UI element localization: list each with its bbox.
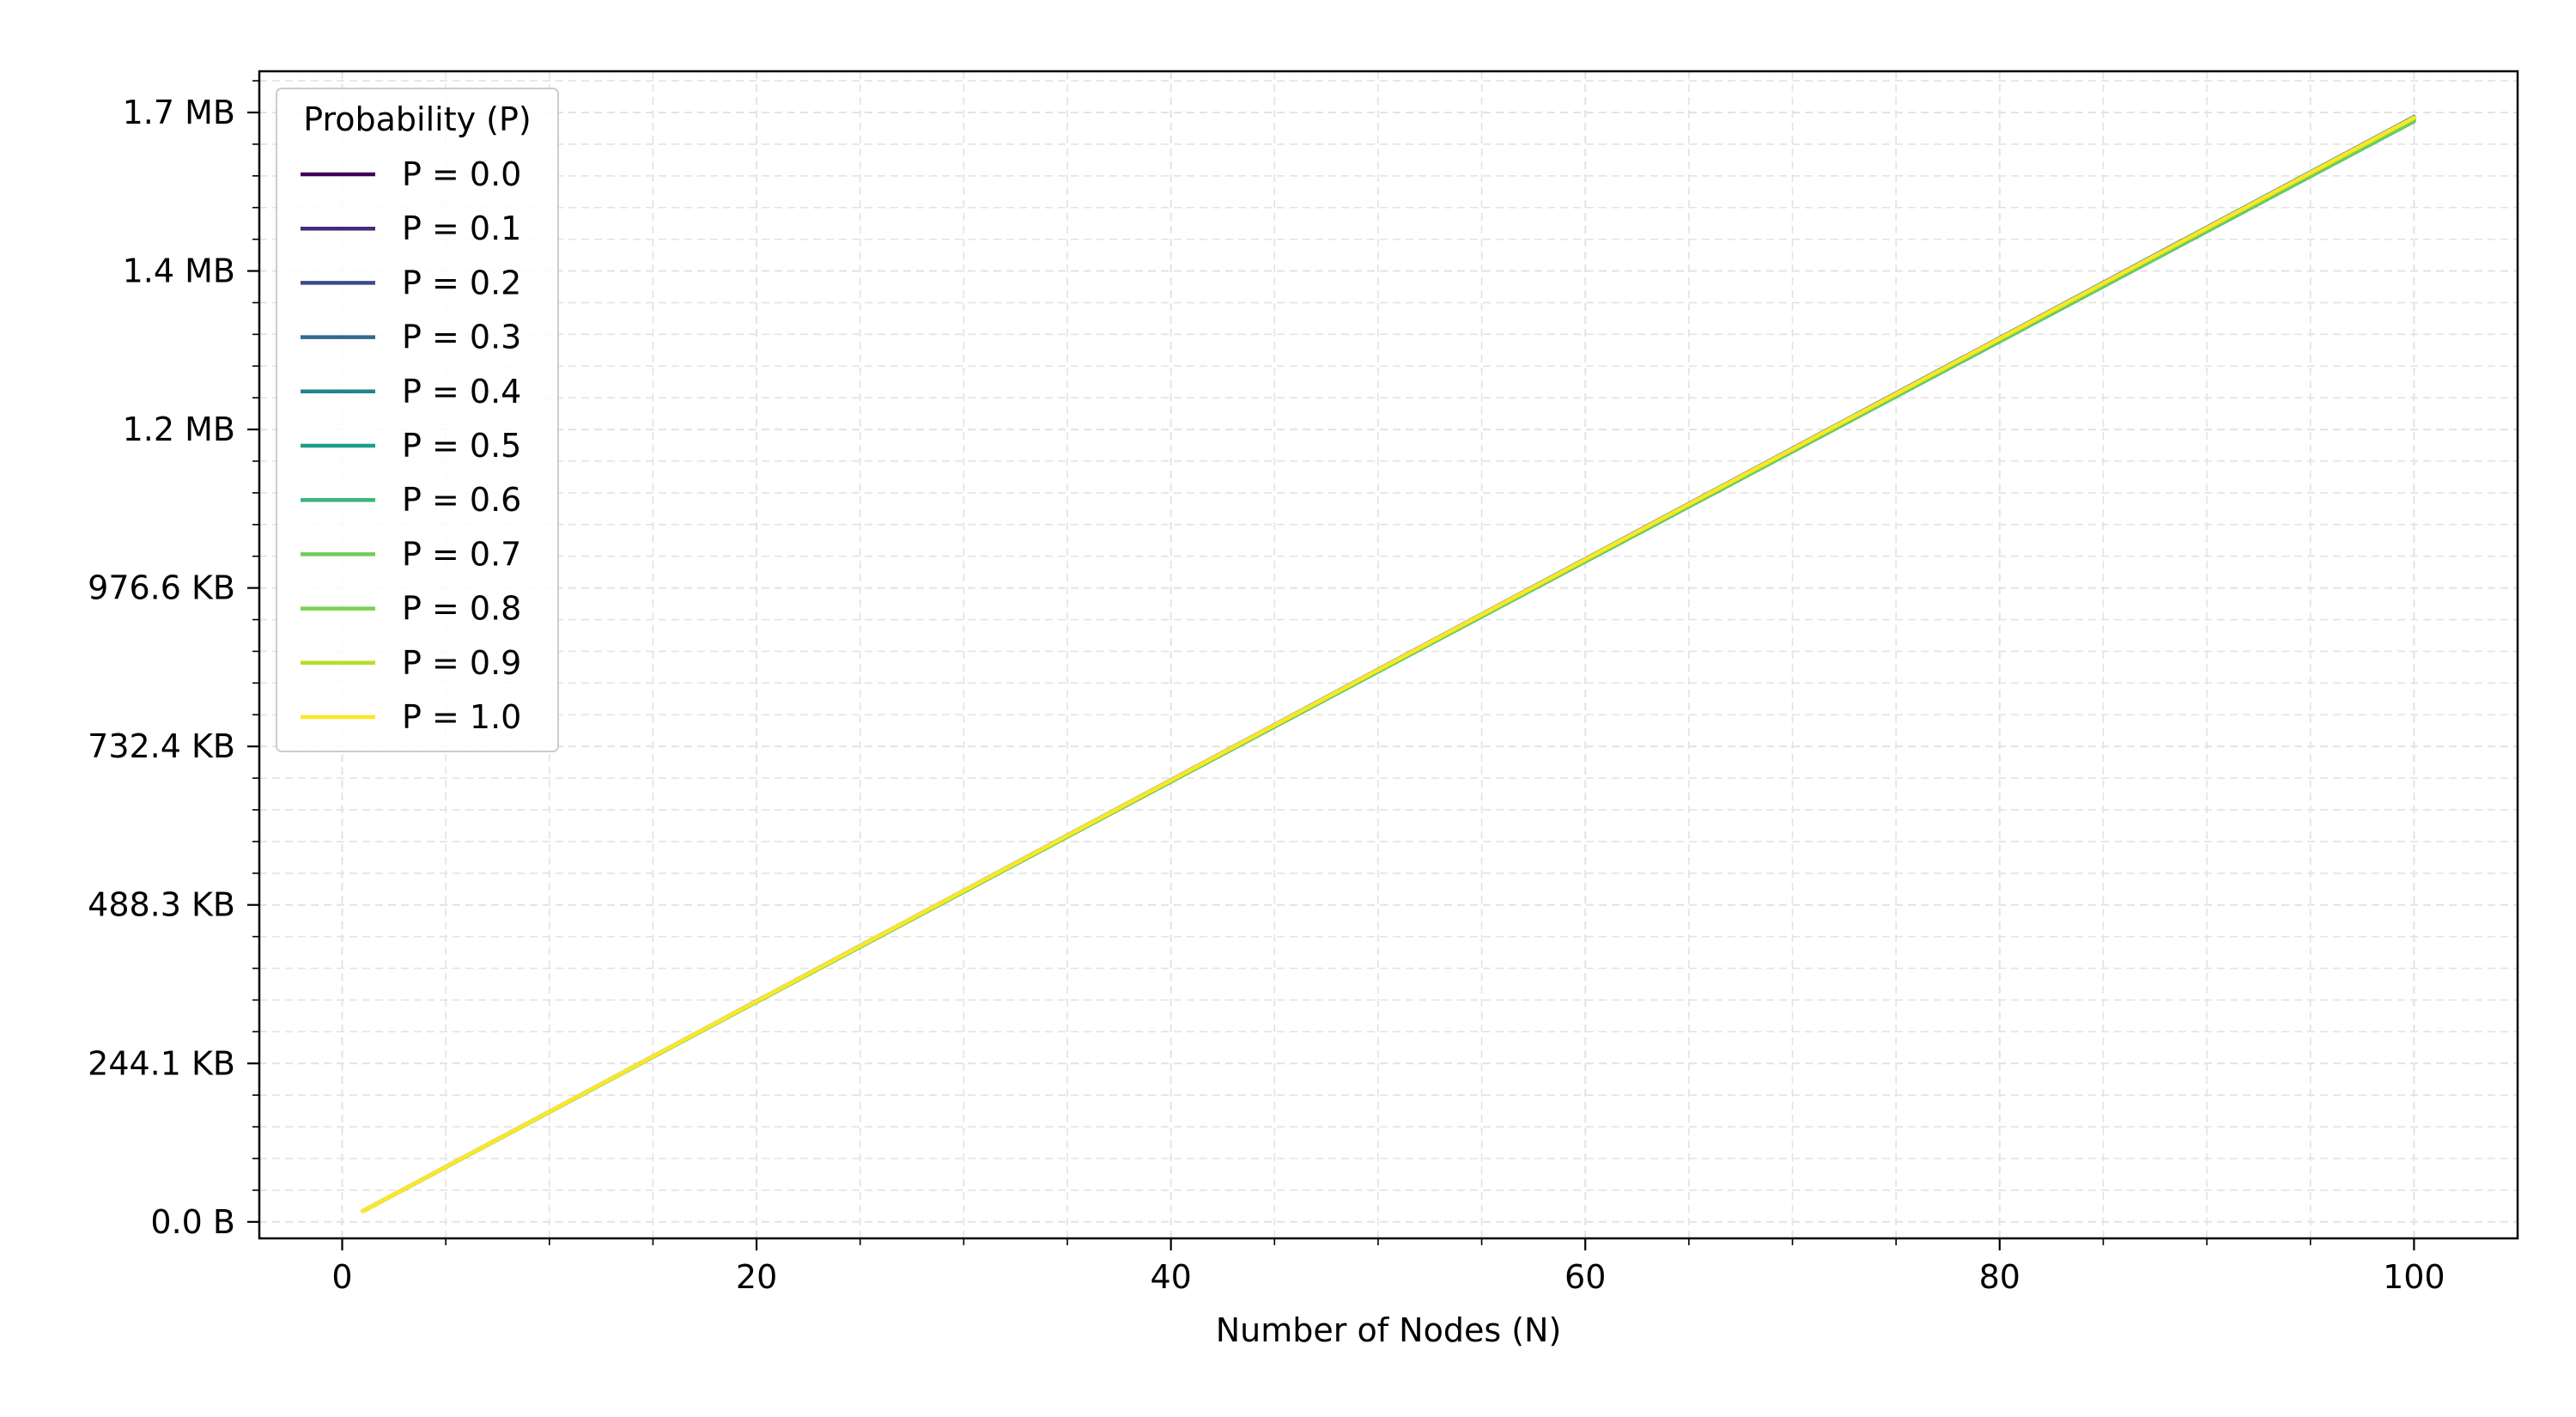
legend-label: P = 0.8 xyxy=(402,590,521,628)
x-tick-label: 20 xyxy=(736,1258,777,1296)
x-tick-label: 100 xyxy=(2383,1258,2445,1296)
x-axis-title: Number of Nodes (N) xyxy=(1216,1311,1562,1349)
legend-label: P = 0.1 xyxy=(402,210,521,247)
x-tick-label: 60 xyxy=(1564,1258,1606,1296)
y-tick-label: 1.2 MB xyxy=(123,411,235,448)
legend-box xyxy=(276,88,559,752)
y-tick-label: 732.4 KB xyxy=(88,727,235,765)
x-tick-label: 40 xyxy=(1150,1258,1191,1296)
legend-label: P = 0.7 xyxy=(402,535,521,573)
legend: Probability (P) P = 0.0 P = 0.1 P = 0.2 P = … xyxy=(276,88,559,752)
x-tick-label: 0 xyxy=(331,1258,352,1296)
series-line xyxy=(361,115,2416,1213)
legend-title: Probability (P) xyxy=(303,100,532,138)
legend-label: P = 0.5 xyxy=(402,427,521,465)
y-tick-label: 0.0 B xyxy=(150,1203,235,1241)
legend-label: P = 0.0 xyxy=(402,155,521,193)
x-axis-ticks: 0 20 40 60 80 100 xyxy=(331,1238,2445,1296)
legend-label: P = 1.0 xyxy=(402,698,521,736)
y-tick-label: 976.6 KB xyxy=(88,569,235,607)
legend-label: P = 0.6 xyxy=(402,481,521,519)
grid xyxy=(259,71,2518,1238)
y-tick-label: 244.1 KB xyxy=(88,1044,235,1082)
plot-frame xyxy=(258,70,2519,1240)
y-tick-label: 1.4 MB xyxy=(123,252,235,290)
x-tick-label: 80 xyxy=(1979,1258,2020,1296)
legend-label: P = 0.9 xyxy=(402,644,521,682)
legend-label: P = 0.4 xyxy=(402,373,521,411)
y-axis-ticks: 0.0 B 244.1 KB 488.3 KB 732.4 KB 976.6 KB 1.2… xyxy=(88,80,259,1241)
series-lines xyxy=(361,114,2416,1213)
y-tick-label: 1.7 MB xyxy=(123,94,235,131)
y-tick-label: 488.3 KB xyxy=(88,886,235,924)
legend-label: P = 0.3 xyxy=(402,319,521,356)
legend-label: P = 0.2 xyxy=(402,264,521,301)
